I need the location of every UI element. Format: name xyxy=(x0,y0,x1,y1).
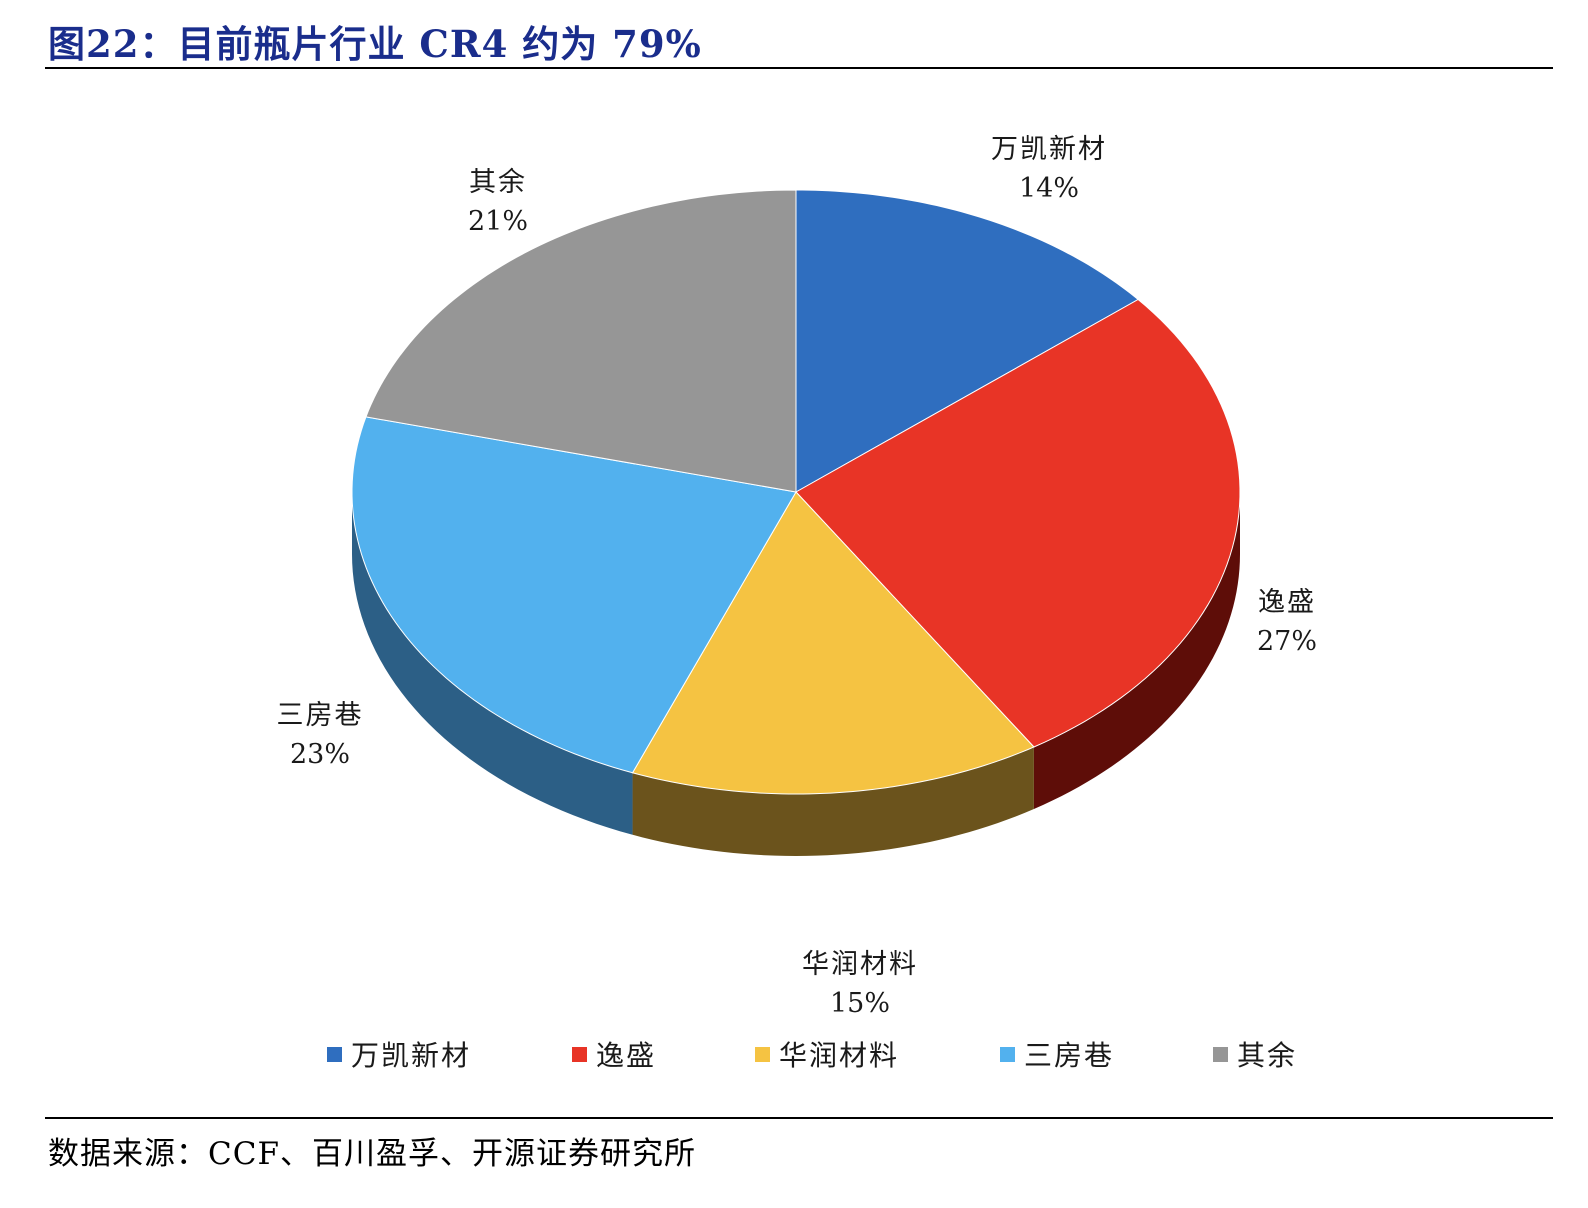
slice-label-huarun: 华润材料 xyxy=(802,949,918,980)
pie-slice-yisheng xyxy=(795,298,1241,748)
pie-slice-sanfangxiang xyxy=(351,416,797,774)
legend-swatch xyxy=(1213,1046,1228,1062)
pie-side-yisheng xyxy=(1033,492,1240,809)
slice-value-sanfangxiang: 23% xyxy=(290,739,350,770)
legend-item-sanfangxiang: 三房巷 xyxy=(1000,1034,1114,1074)
pie-slice-wankai xyxy=(795,189,1139,493)
legend: 万凯新材 逸盛 华润材料 三房巷 其余 xyxy=(0,1034,1588,1074)
legend-swatch xyxy=(1000,1046,1015,1062)
slice-label-wankai: 万凯新材 xyxy=(991,134,1107,165)
legend-item-others: 其余 xyxy=(1213,1034,1297,1074)
source-note: 数据来源：CCF、百川盈孚、开源证券研究所 xyxy=(48,1136,696,1172)
legend-item-huarun: 华润材料 xyxy=(755,1034,899,1074)
slice-value-wankai: 14% xyxy=(1019,173,1079,204)
slice-value-huarun: 15% xyxy=(830,988,890,1019)
legend-swatch xyxy=(572,1046,587,1062)
slice-label-sanfangxiang: 三房巷 xyxy=(277,700,364,731)
pie-labels: 万凯新材 14% 逸盛 27% 华润材料 15% 三房巷 23% 其余 21% xyxy=(277,134,1318,1019)
pie-slice-others xyxy=(365,189,797,493)
legend-label: 其余 xyxy=(1237,1039,1298,1072)
slice-label-yisheng: 逸盛 xyxy=(1258,587,1316,618)
legend-item-yisheng: 逸盛 xyxy=(572,1034,656,1074)
top-rule xyxy=(45,67,1553,69)
slice-value-yisheng: 27% xyxy=(1257,626,1317,657)
slice-label-others: 其余 xyxy=(469,167,527,198)
pie-chart: 万凯新材 14% 逸盛 27% 华润材料 15% 三房巷 23% 其余 21% xyxy=(277,134,1318,1019)
legend-label: 逸盛 xyxy=(596,1039,657,1072)
chart-title: 图22：目前瓶片行业 CR4 约为 79% xyxy=(48,22,702,66)
pie-side-huarun xyxy=(632,746,1034,856)
legend-label: 万凯新材 xyxy=(351,1039,472,1072)
bottom-rule xyxy=(45,1117,1553,1119)
legend-swatch xyxy=(755,1046,770,1062)
slice-value-others: 21% xyxy=(468,206,528,237)
legend-swatch xyxy=(327,1046,342,1062)
pie-top-slices xyxy=(351,189,1241,795)
legend-label: 华润材料 xyxy=(779,1039,900,1072)
legend-item-wankai: 万凯新材 xyxy=(327,1034,471,1074)
legend-label: 三房巷 xyxy=(1024,1039,1115,1072)
pie-slice-huarun xyxy=(631,491,1035,795)
